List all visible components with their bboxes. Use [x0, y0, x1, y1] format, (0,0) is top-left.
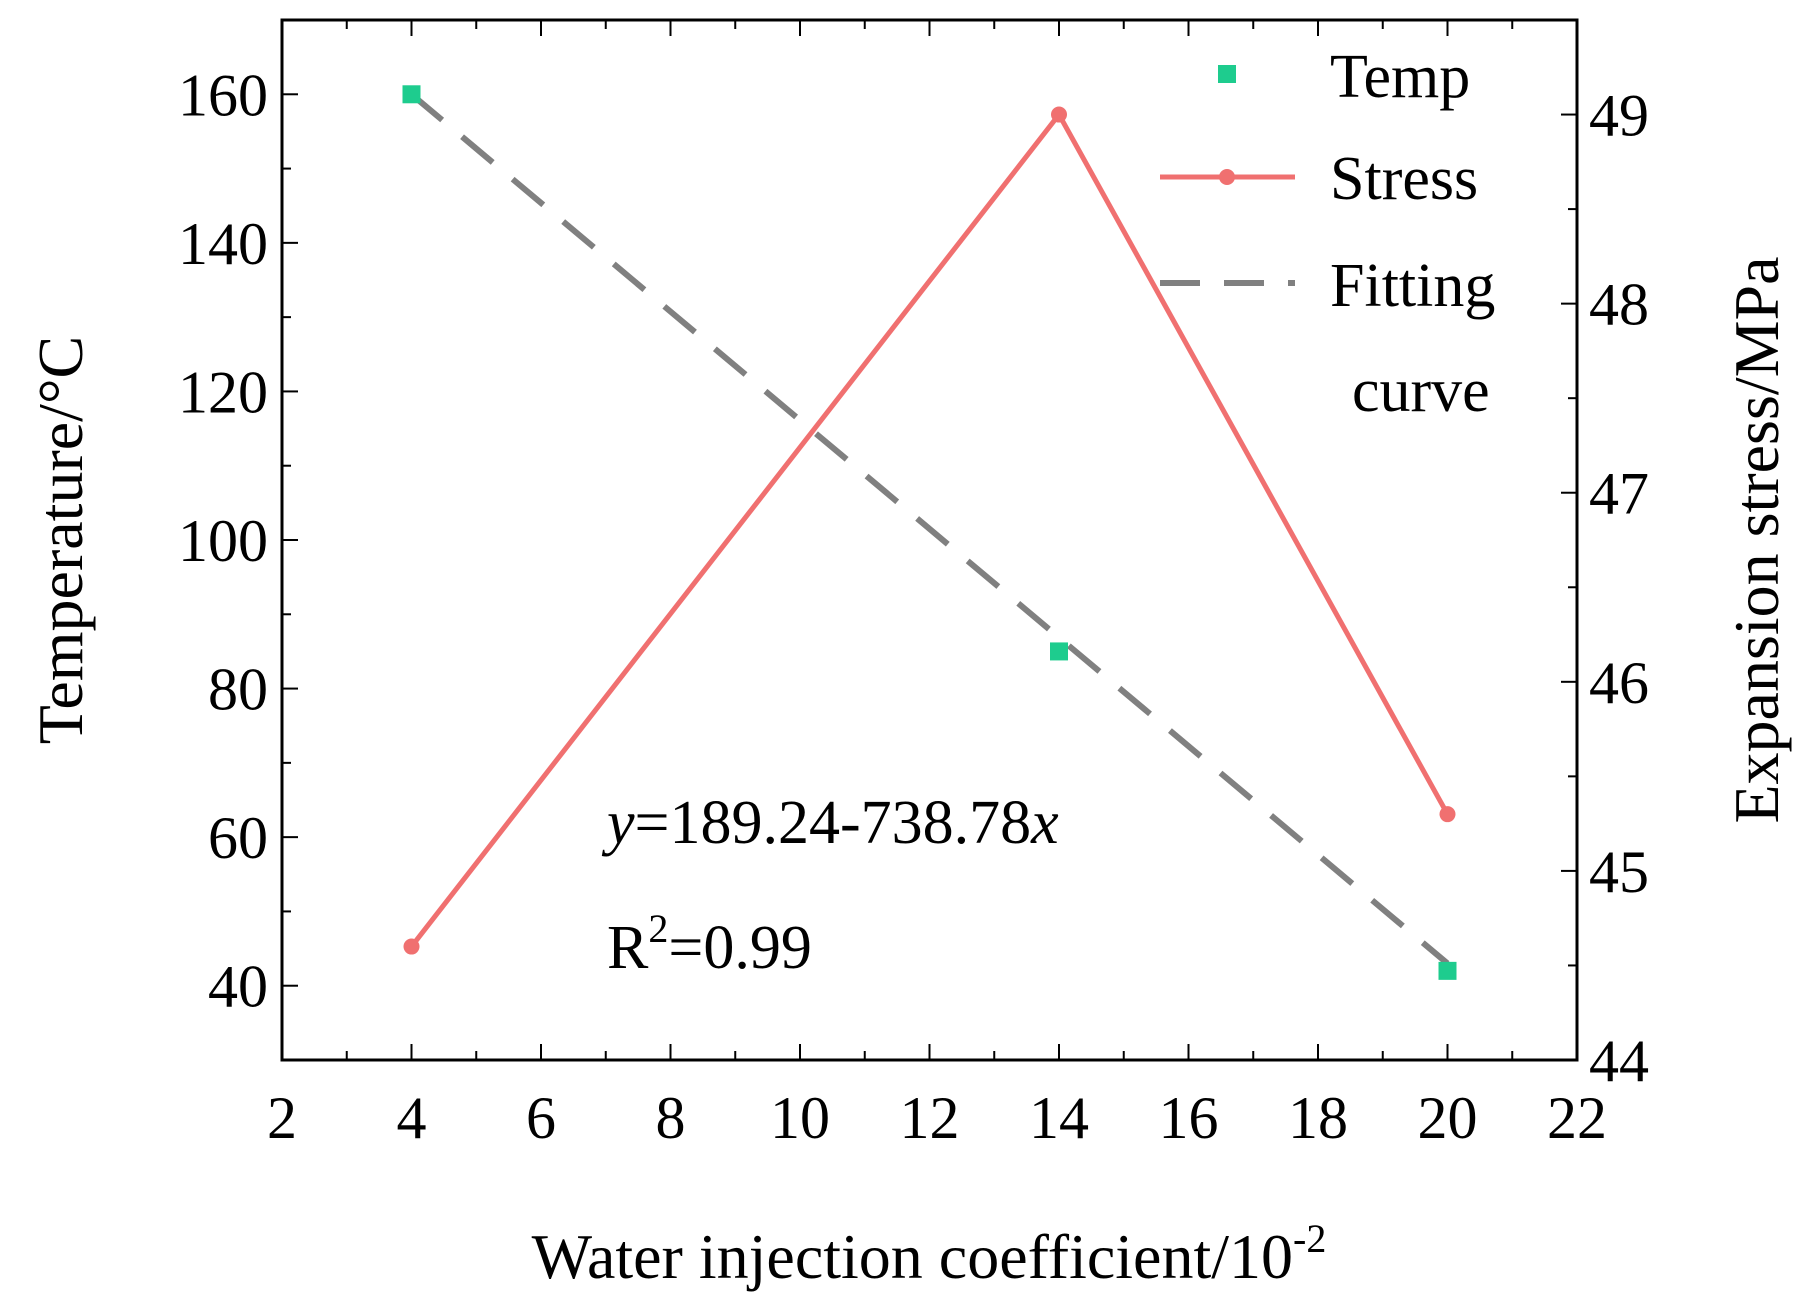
y-right-axis-ticks: 44 45 46 47 48 49 — [1561, 19, 1649, 1094]
y-right-tick-label: 46 — [1589, 650, 1649, 716]
temp-point — [402, 85, 421, 104]
legend-fitting-label-line1: Fitting — [1330, 252, 1495, 320]
y-left-tick-label: 80 — [208, 657, 268, 723]
legend-fitting-label-line2: curve — [1352, 357, 1490, 425]
y-right-tick-label: 49 — [1589, 83, 1649, 149]
stress-point — [1051, 106, 1067, 123]
r2-annotation: R2=0.99 — [607, 906, 812, 982]
y-left-tick-label: 100 — [178, 508, 268, 574]
y-right-tick-label: 47 — [1589, 461, 1649, 527]
x-tick-label: 20 — [1418, 1085, 1478, 1151]
legend: Temp Stress Fitting curve — [1160, 43, 1495, 425]
x-axis-unit-exp: -2 — [1293, 1216, 1326, 1261]
y-right-tick-label: 45 — [1589, 839, 1649, 905]
fitting-curve-line — [409, 91, 1450, 966]
y-left-tick-label: 60 — [208, 805, 268, 871]
x-tick-label: 8 — [656, 1085, 686, 1151]
y-left-tick-label: 40 — [208, 954, 268, 1020]
y-left-tick-label: 140 — [178, 211, 268, 277]
y-left-axis-ticks: 40 60 80 100 120 140 160 — [178, 19, 298, 1061]
temp-point — [1050, 642, 1068, 661]
stress-point — [1439, 806, 1456, 823]
x-tick-label: 16 — [1159, 1085, 1219, 1151]
r2-exp: 2 — [648, 906, 668, 951]
x-tick-label: 2 — [267, 1085, 297, 1151]
x-tick-label: 14 — [1029, 1085, 1089, 1151]
equation-x: x — [1030, 789, 1059, 857]
y-right-tick-label: 44 — [1589, 1028, 1649, 1094]
x-tick-label: 6 — [526, 1085, 556, 1151]
x-tick-label: 10 — [770, 1085, 830, 1151]
legend-temp-label: Temp — [1330, 43, 1470, 111]
y-left-axis-title: Temperature/°C — [25, 336, 96, 745]
series-layer — [402, 85, 1457, 980]
r2-value: =0.99 — [668, 914, 811, 982]
y-left-tick-label: 160 — [178, 62, 268, 128]
x-tick-label: 12 — [900, 1085, 960, 1151]
x-axis-ticks: 2 4 6 8 10 12 14 16 18 20 22 — [267, 20, 1607, 1151]
y-right-axis-title: Expansion stress/MPa — [1721, 256, 1792, 823]
legend-stress-marker — [1219, 169, 1235, 185]
x-tick-label: 22 — [1547, 1085, 1607, 1151]
equation-body: =189.24-738.78 — [635, 789, 1032, 857]
legend-temp-marker — [1218, 65, 1236, 83]
x-tick-label: 18 — [1288, 1085, 1348, 1151]
x-axis-unit-base: 10 — [1229, 1221, 1293, 1292]
stress-point — [403, 938, 420, 955]
y-left-tick-label: 120 — [178, 359, 268, 425]
y-right-tick-label: 48 — [1589, 272, 1649, 338]
equation-y: y — [601, 789, 635, 857]
r2-base: R — [607, 914, 649, 982]
x-axis-title-text: Water injection coefficient/ — [532, 1221, 1230, 1292]
equation-annotation: y=189.24-738.78x — [601, 789, 1059, 857]
legend-stress-label: Stress — [1330, 145, 1478, 213]
x-tick-label: 4 — [397, 1085, 427, 1151]
x-axis-title: Water injection coefficient/10-2 — [532, 1216, 1327, 1292]
temp-point — [1438, 961, 1457, 980]
